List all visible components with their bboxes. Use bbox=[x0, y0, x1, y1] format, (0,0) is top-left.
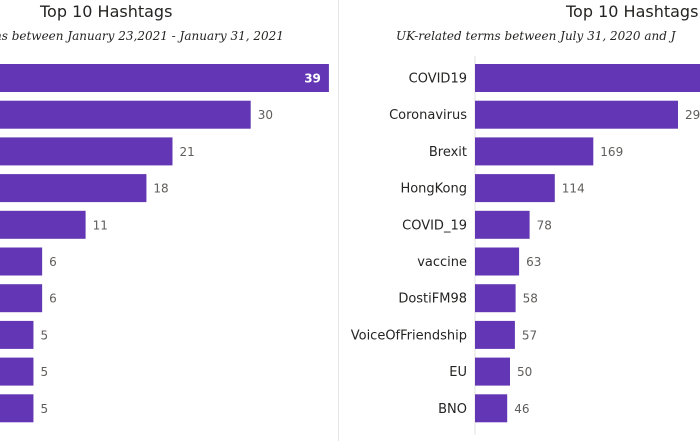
category-label: COVID19 bbox=[409, 72, 467, 87]
right-bar-chart: COVID19 Coronavirus 290 Brexit 169 HongKong 11… bbox=[351, 56, 700, 435]
data-label: 290 bbox=[685, 108, 700, 122]
left-bar-chart: 39 30 21 18 11 6 6 5 5 5 bbox=[0, 64, 329, 423]
category-label: Coronavirus bbox=[389, 108, 467, 123]
bar bbox=[0, 247, 43, 276]
data-label: 57 bbox=[522, 328, 537, 342]
data-label: 46 bbox=[514, 402, 529, 416]
data-label: 58 bbox=[523, 292, 538, 306]
category-label: Brexit bbox=[429, 145, 467, 160]
bar bbox=[0, 394, 34, 423]
bar bbox=[0, 137, 173, 166]
bar bbox=[0, 64, 329, 92]
data-label: 114 bbox=[562, 182, 585, 196]
data-label: 169 bbox=[600, 145, 623, 159]
category-label: HongKong bbox=[400, 182, 467, 197]
data-label: 39 bbox=[304, 72, 321, 86]
data-label: 63 bbox=[526, 255, 541, 269]
bar bbox=[475, 357, 510, 386]
right-chart-title: Top 10 Hashtags bbox=[566, 2, 699, 21]
category-label: DostiFM98 bbox=[398, 292, 467, 307]
data-label: 18 bbox=[153, 182, 168, 196]
data-label: 6 bbox=[49, 292, 57, 306]
bar bbox=[0, 210, 86, 239]
bar bbox=[0, 320, 34, 349]
right-chart-subtitle: UK-related terms between July 31, 2020 a… bbox=[396, 29, 676, 43]
category-label: vaccine bbox=[417, 255, 467, 270]
data-label: 5 bbox=[40, 402, 48, 416]
bar bbox=[0, 174, 147, 203]
bar bbox=[475, 64, 700, 92]
right-chart-panel: Top 10 Hashtags UK-related terms between… bbox=[340, 0, 700, 441]
bar bbox=[475, 137, 594, 166]
bar bbox=[475, 247, 520, 276]
category-label: COVID_19 bbox=[402, 218, 467, 233]
data-label: 30 bbox=[258, 108, 273, 122]
data-label: 78 bbox=[537, 218, 552, 232]
bar bbox=[0, 284, 43, 313]
data-label: 21 bbox=[179, 145, 194, 159]
bar bbox=[475, 320, 515, 349]
bar bbox=[475, 284, 516, 313]
data-label: 6 bbox=[49, 255, 57, 269]
category-label: EU bbox=[449, 365, 467, 380]
category-label: VoiceOfFriendship bbox=[351, 328, 467, 343]
bar bbox=[475, 174, 555, 203]
category-label: BNO bbox=[438, 402, 467, 417]
data-label: 50 bbox=[517, 365, 532, 379]
left-chart-title: Top 10 Hashtags bbox=[40, 2, 173, 21]
bar bbox=[0, 357, 34, 386]
bar bbox=[475, 100, 678, 129]
data-label: 5 bbox=[40, 365, 48, 379]
left-chart-subtitle: ns between January 23,2021 - January 31,… bbox=[0, 29, 284, 43]
data-label: 11 bbox=[93, 218, 108, 232]
data-label: 5 bbox=[40, 328, 48, 342]
bar bbox=[475, 210, 530, 239]
bar bbox=[0, 100, 251, 129]
left-chart-panel: Top 10 Hashtags ns between January 23,20… bbox=[0, 0, 340, 441]
panel-divider bbox=[338, 0, 339, 441]
bar bbox=[475, 394, 508, 423]
